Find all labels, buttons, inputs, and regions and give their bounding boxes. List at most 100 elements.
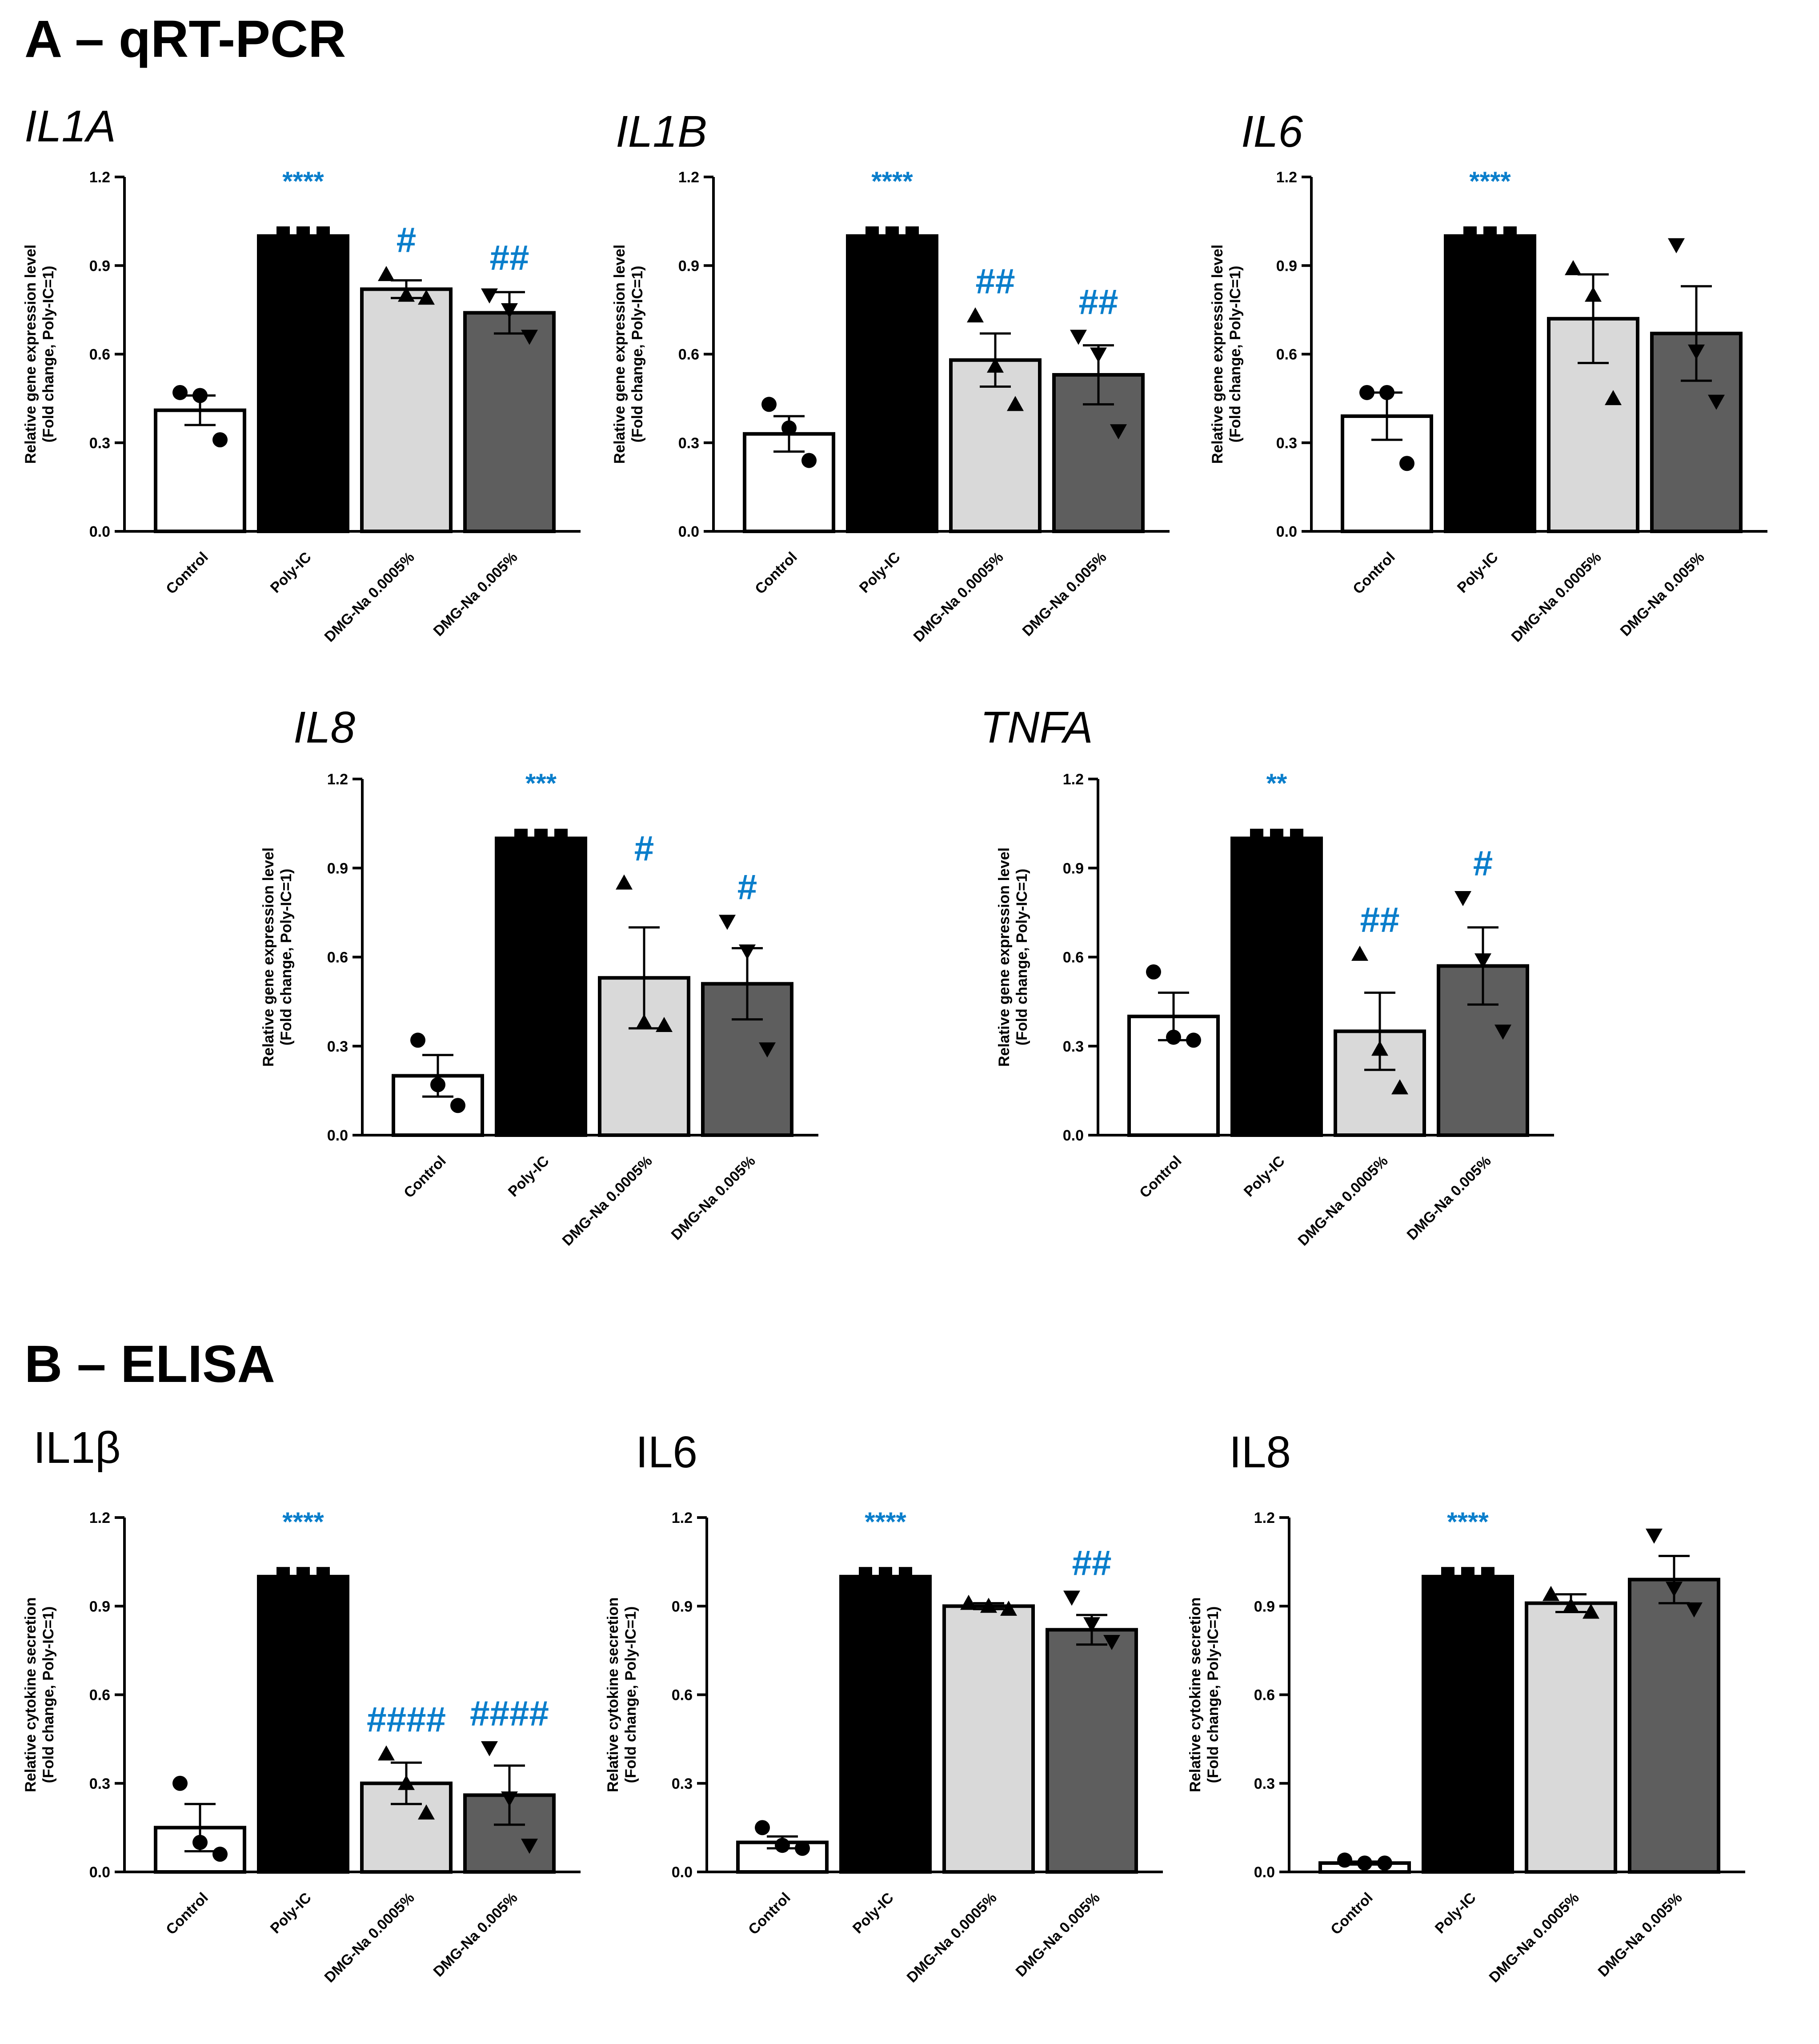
data-point (276, 1567, 290, 1581)
data-point (1337, 1852, 1352, 1868)
data-point (418, 1804, 435, 1820)
data-point (1250, 828, 1263, 842)
data-point (781, 420, 797, 436)
x-category-label: DMG-Na 0.005% (430, 1889, 521, 1980)
panel-title: IL6 (1241, 107, 1303, 157)
data-point (1461, 1567, 1474, 1581)
x-category-label: DMG-Na 0.0005% (903, 1889, 1000, 1986)
bar-4 (1046, 1628, 1138, 1874)
data-point (1351, 945, 1368, 961)
data-point (276, 226, 290, 240)
y-axis-label: (Fold change, Poly-IC=1) (1205, 1606, 1222, 1783)
data-point (1686, 1602, 1703, 1618)
bar-2 (257, 1574, 349, 1874)
chart-panel-1: IL1A Relative gene expression level (Fold … (22, 101, 581, 645)
data-point (1688, 344, 1705, 360)
data-point (1494, 1024, 1511, 1040)
data-point (616, 874, 633, 890)
data-point (899, 1567, 912, 1581)
section-a-title: A – qRT-PCR (24, 10, 346, 68)
data-point (554, 828, 568, 842)
x-category-label: Control (163, 1889, 211, 1938)
significance-marker: # (634, 829, 654, 868)
y-tick-label: 1.2 (1254, 1510, 1275, 1526)
bar-2 (495, 836, 587, 1137)
data-point (398, 1775, 415, 1790)
data-point (1605, 390, 1622, 406)
y-tick-label: 0.9 (89, 1598, 110, 1615)
y-axis-label: Relative gene expression level (260, 847, 277, 1067)
x-category-label: DMG-Na 0.005% (1019, 549, 1110, 639)
bar-3 (360, 287, 453, 533)
data-point (212, 1847, 228, 1862)
data-point (967, 307, 984, 323)
bar-2 (257, 234, 349, 533)
data-point (879, 1567, 892, 1581)
y-tick-label: 0.3 (1276, 435, 1297, 452)
x-category-label: DMG-Na 0.005% (1403, 1153, 1494, 1243)
x-category-label: Poly-IC (1454, 549, 1501, 596)
y-tick-label: 0.3 (672, 1775, 693, 1792)
chart-panel-6: IL1β Relative cytokine secretion (Fold cha… (22, 1423, 581, 1986)
y-tick-label: 0.0 (1276, 523, 1297, 540)
bar-2 (1230, 836, 1323, 1137)
data-point (1481, 1567, 1494, 1581)
bar-3 (949, 358, 1042, 533)
significance-marker: # (397, 220, 417, 260)
significance-marker: **** (1469, 166, 1511, 196)
significance-marker: **** (871, 166, 913, 196)
y-axis-label: (Fold change, Poly-IC=1) (40, 1606, 57, 1783)
significance-marker: **** (282, 1507, 324, 1537)
significance-marker: ## (976, 261, 1015, 301)
y-tick-label: 0.0 (1063, 1127, 1084, 1144)
bar-2 (839, 1574, 932, 1874)
x-category-label: DMG-Na 0.0005% (1294, 1153, 1391, 1249)
data-point (1474, 953, 1491, 969)
x-category-label: DMG-Na 0.0005% (1508, 549, 1604, 645)
data-point (1000, 1600, 1017, 1616)
data-point (1454, 891, 1471, 906)
data-point (317, 1567, 330, 1581)
data-point (1583, 1603, 1599, 1619)
data-point (739, 944, 756, 960)
significance-marker: #### (470, 1694, 549, 1733)
y-tick-label: 0.6 (1276, 346, 1297, 363)
significance-marker: #### (367, 1699, 446, 1739)
bar-3 (1525, 1601, 1617, 1874)
data-point (1083, 1617, 1100, 1633)
x-category-label: Control (1136, 1153, 1185, 1201)
data-point (172, 1775, 188, 1791)
data-point (481, 288, 498, 304)
data-point (1007, 396, 1024, 411)
data-point (1377, 1855, 1392, 1871)
data-point (317, 226, 330, 240)
data-point (192, 1835, 208, 1850)
data-point (410, 1032, 425, 1048)
y-axis-label: Relative cytokine secretion (605, 1597, 621, 1792)
x-category-label: DMG-Na 0.005% (430, 549, 521, 639)
data-point (1483, 226, 1497, 240)
data-point (1666, 1582, 1683, 1597)
y-tick-label: 0.6 (1063, 949, 1084, 966)
chart-panel-3: IL6 Relative gene expression level (Fold c… (1209, 107, 1767, 645)
bar-2 (1444, 234, 1536, 533)
data-point (1270, 828, 1283, 842)
data-point (501, 303, 518, 318)
x-category-label: DMG-Na 0.0005% (321, 1889, 417, 1986)
significance-marker: # (737, 867, 757, 907)
y-tick-label: 0.6 (89, 346, 110, 363)
data-point (378, 1745, 395, 1761)
y-tick-label: 0.3 (89, 1775, 110, 1792)
y-axis-label: (Fold change, Poly-IC=1) (1014, 869, 1030, 1046)
data-point (521, 329, 538, 345)
y-tick-label: 1.2 (89, 169, 110, 186)
data-point (534, 828, 548, 842)
significance-marker: ## (490, 238, 529, 277)
panel-title: IL8 (1229, 1427, 1291, 1477)
y-tick-label: 0.9 (1254, 1598, 1275, 1615)
panel-title: IL1β (33, 1423, 121, 1473)
y-tick-label: 0.0 (1254, 1864, 1275, 1881)
data-point (514, 828, 528, 842)
